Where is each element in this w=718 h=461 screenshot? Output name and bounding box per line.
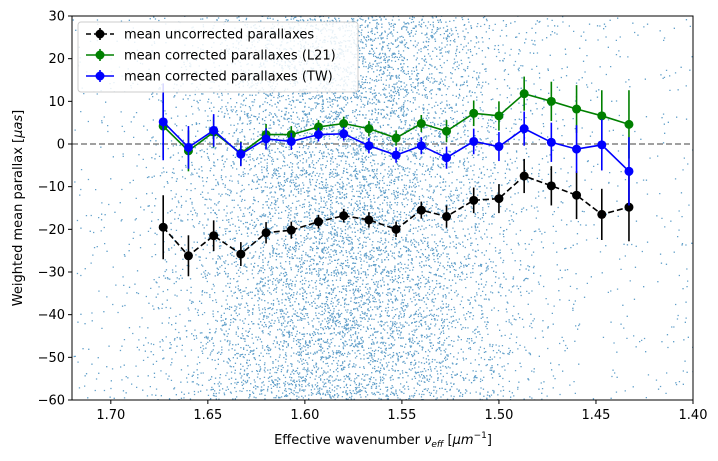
data-point [261, 134, 271, 144]
x-tick-label: 1.60 [290, 408, 319, 423]
legend-label: mean uncorrected parallaxes [124, 28, 314, 43]
series-3 [158, 83, 634, 206]
y-tick-label: −20 [38, 223, 65, 238]
data-point [494, 111, 504, 121]
x-tick-label: 1.70 [96, 408, 125, 423]
data-point [624, 166, 634, 176]
data-point [546, 96, 556, 106]
data-point [286, 136, 296, 146]
data-point [313, 122, 323, 132]
legend-marker [95, 50, 105, 60]
data-point [183, 251, 193, 261]
data-point [546, 137, 556, 147]
x-tick-label: 1.40 [679, 408, 708, 423]
data-point [236, 149, 246, 159]
y-tick-label: 20 [48, 52, 65, 67]
y-tick-label: −50 [38, 351, 65, 366]
data-point [261, 228, 271, 238]
data-point [416, 119, 426, 129]
data-point [158, 222, 168, 232]
legend-marker [95, 29, 105, 39]
data-point [519, 124, 529, 134]
plot-frame [71, 15, 694, 401]
data-point [339, 119, 349, 129]
data-point [469, 136, 479, 146]
y-tick-label: −60 [38, 394, 65, 409]
data-point [572, 104, 582, 114]
data-point [442, 212, 452, 222]
background-scatter [72, 16, 693, 400]
data-point [519, 89, 529, 99]
data-point [286, 225, 296, 235]
data-point [469, 108, 479, 118]
data-point [391, 224, 401, 234]
data-point [183, 142, 193, 152]
data-point [494, 142, 504, 152]
x-tick-label: 1.55 [387, 408, 416, 423]
legend-label: mean corrected parallaxes (TW) [124, 70, 333, 85]
y-tick-label: −10 [38, 180, 65, 195]
data-point [416, 141, 426, 151]
y-tick-label: −30 [38, 266, 65, 281]
legend: mean uncorrected parallaxes mean correcte… [77, 21, 359, 93]
y-tick-label: 0 [57, 138, 65, 153]
data-point [364, 124, 374, 134]
data-point [339, 211, 349, 221]
y-axis-label: Weighted mean parallax [μas] [11, 110, 26, 306]
x-axis-ticks: 1.70 1.65 1.60 1.55 1.50 1.45 1.40 [96, 400, 707, 423]
data-point [313, 217, 323, 227]
data-point [391, 133, 401, 143]
y-tick-label: 10 [48, 95, 65, 110]
y-axis-ticks: 30 20 10 0 −10 −20 −30 −40 −50 −60 [38, 10, 72, 409]
legend-marker [95, 71, 105, 81]
data-point [597, 209, 607, 219]
data-point [494, 194, 504, 204]
data-point [624, 119, 634, 129]
x-axis-label: Effective wavenumber νeff [μm−1] [274, 431, 492, 450]
data-point [364, 141, 374, 151]
plot-area [72, 16, 693, 400]
data-point [416, 205, 426, 215]
data-point [391, 150, 401, 160]
legend-label: mean corrected parallaxes (L21) [124, 49, 336, 64]
x-tick-label: 1.45 [581, 408, 610, 423]
legend-box [77, 21, 359, 93]
data-point [597, 111, 607, 121]
y-tick-label: 30 [48, 10, 65, 25]
scatter-points [72, 16, 693, 400]
x-tick-label: 1.65 [193, 408, 222, 423]
data-point [209, 231, 219, 241]
data-point [442, 153, 452, 163]
data-point [236, 249, 246, 259]
series-1 [158, 158, 634, 277]
data-point [313, 130, 323, 140]
x-tick-label: 1.50 [484, 408, 513, 423]
data-point [209, 125, 219, 135]
data-point [546, 181, 556, 191]
data-point [364, 215, 374, 225]
data-point [442, 126, 452, 136]
data-point [339, 129, 349, 139]
data-point [519, 171, 529, 181]
data-point [597, 140, 607, 150]
series-layer [158, 76, 634, 277]
data-point [469, 195, 479, 205]
data-point [572, 190, 582, 200]
data-point [158, 117, 168, 127]
data-point [572, 144, 582, 154]
series-line [162, 121, 630, 172]
legend-entries: mean uncorrected parallaxes mean correcte… [86, 28, 336, 85]
data-point [624, 202, 634, 212]
y-tick-label: −40 [38, 308, 65, 323]
